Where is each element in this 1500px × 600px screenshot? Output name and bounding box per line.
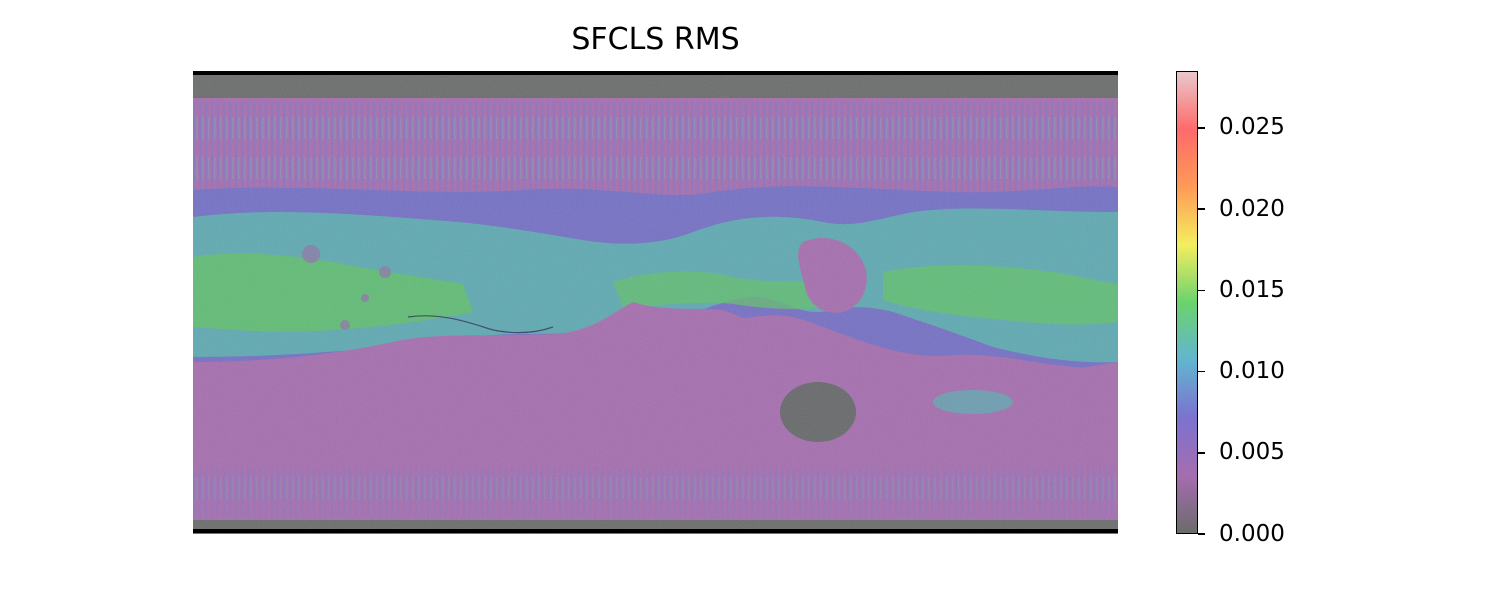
colorbar-tick xyxy=(1198,370,1205,373)
colorbar-tick-label: 0.025 xyxy=(1219,114,1285,141)
colorbar-tick xyxy=(1198,452,1205,454)
colorbar-tick xyxy=(1198,208,1205,210)
colorbar-tick xyxy=(1198,533,1205,535)
relief-texture xyxy=(193,72,1118,534)
colorbar xyxy=(1176,71,1198,534)
map-title: SFCLS RMS xyxy=(571,22,740,57)
colorbar-tick-label: 0.010 xyxy=(1219,358,1285,385)
colorbar-tick-label: 0.020 xyxy=(1219,195,1285,222)
colorbar-tick xyxy=(1198,127,1205,129)
colorbar-tick-label: 0.015 xyxy=(1219,276,1285,303)
map-top-border xyxy=(193,71,1118,75)
colorbar-tick-label: 0.000 xyxy=(1219,520,1285,547)
colorbar-tick xyxy=(1198,289,1205,292)
map-svg xyxy=(193,72,1118,534)
map-plot-area[interactable] xyxy=(193,72,1118,534)
map-bottom-border xyxy=(193,529,1118,533)
colorbar-tick-label: 0.005 xyxy=(1219,439,1285,466)
